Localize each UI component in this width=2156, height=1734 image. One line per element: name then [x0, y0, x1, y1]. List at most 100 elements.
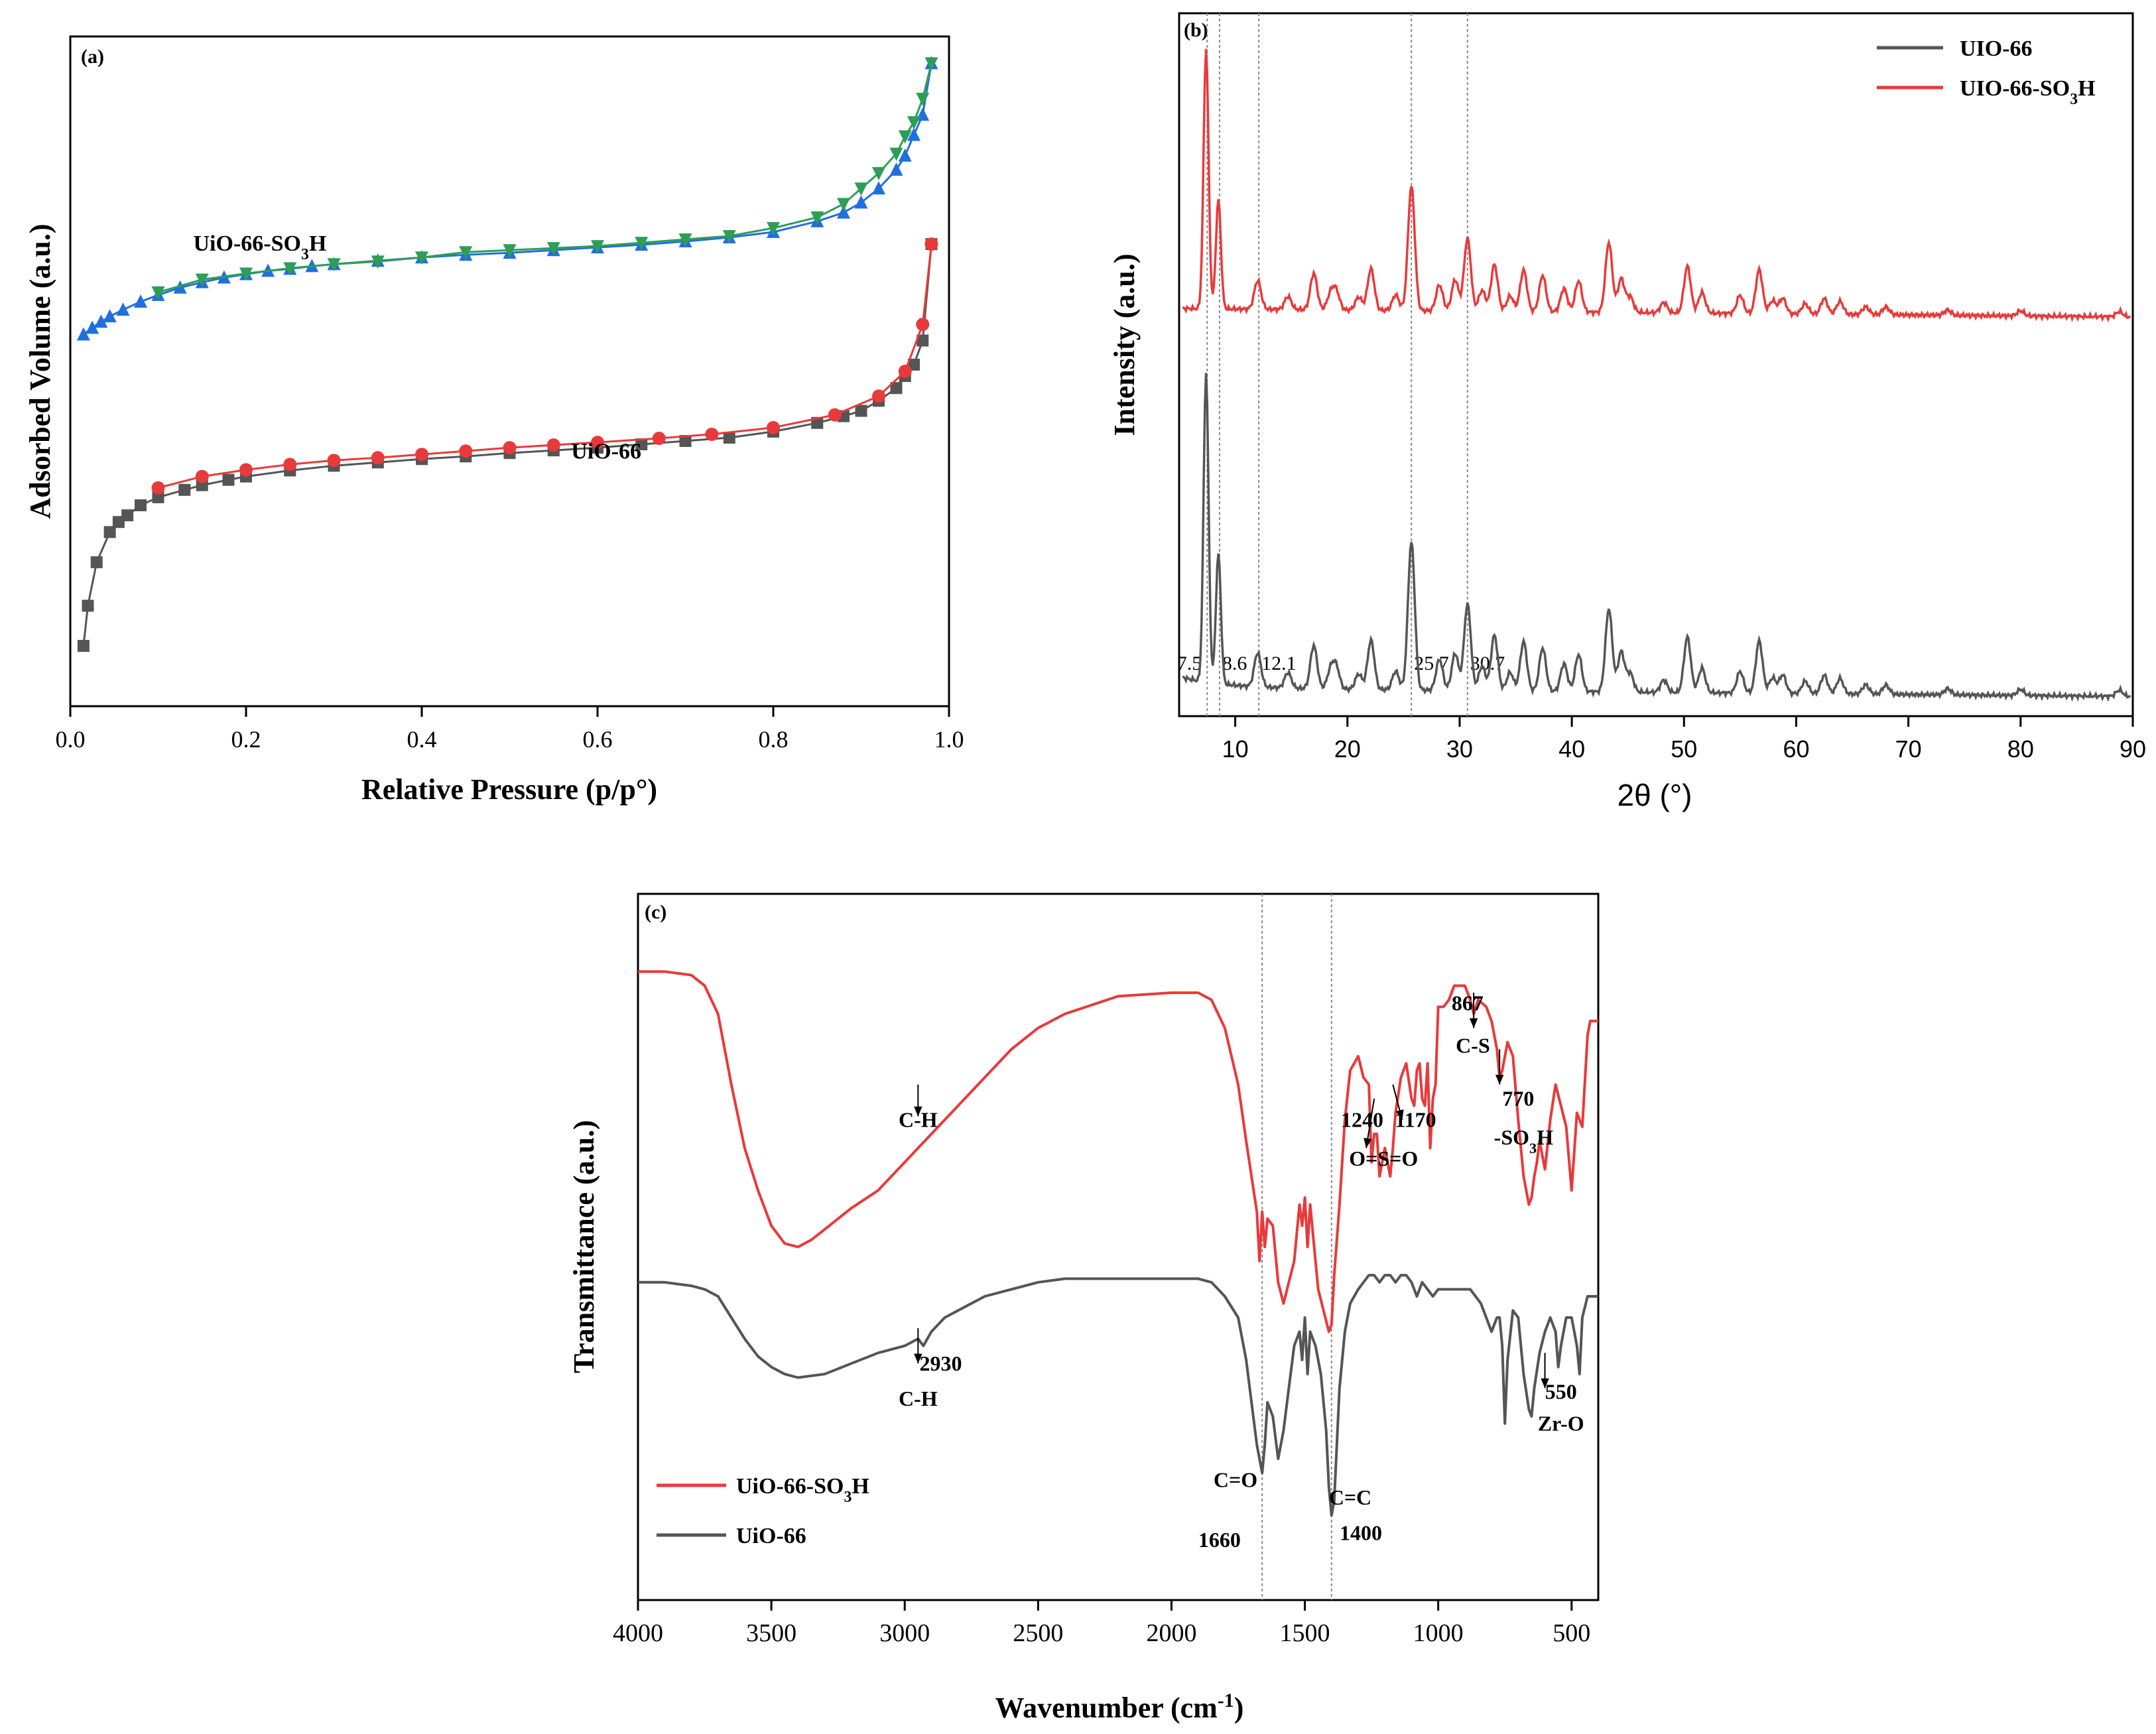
panel-a-data-point [767, 420, 780, 434]
panel-a-annotation-0: UiO-66-SO3H [194, 231, 327, 263]
panel-a-data-point [503, 441, 517, 455]
panel-b-x-tick-label: 10 [1222, 735, 1249, 763]
panel-a-data-point [898, 148, 912, 162]
panel-c: (c) 4000 3500 3000 2500 2000 1500 1000 500 C-H 8… [568, 893, 1600, 1725]
panel-a-data-point [635, 237, 649, 251]
panel-c-annotation-4-tail: H [1537, 1125, 1553, 1149]
panel-c-series [638, 970, 1598, 1517]
panel-a-data-point [705, 427, 719, 441]
panel-c-annotation-14-main: 1660 [1198, 1528, 1241, 1552]
panel-b-label: (b) [1184, 19, 1208, 41]
panel-c-x-ticks: 4000 3500 3000 2500 2000 1500 1000 500 [613, 1600, 1590, 1647]
panel-c-annotation-9: C-H [899, 1387, 938, 1410]
panel-c-annotation-0-main: C-H [899, 1107, 938, 1131]
panel-c-annotation-12: C=O [1214, 1468, 1257, 1492]
panel-a-data-point [924, 57, 938, 71]
panel-c-legend-label-0: UiO-66-SO3H [736, 1474, 869, 1506]
panel-a-annotation-0-main: UiO-66-SO [194, 231, 301, 256]
panel-b-x-tick-label: 60 [1783, 735, 1809, 763]
panel-a-x-tick-label: 0.2 [231, 726, 261, 753]
panel-a-data-point [898, 365, 912, 378]
panel-c-legend-label-1: UiO-66 [736, 1524, 806, 1548]
panel-c-reference-lines [1261, 894, 1332, 1600]
panel-b-x-tick-label: 40 [1558, 735, 1585, 763]
panel-c-annotation-5: 1240 [1341, 1107, 1383, 1131]
panel-a-data-point [327, 454, 341, 467]
panel-c-annotation-4: -SO3H [1494, 1125, 1554, 1156]
panel-c-annotation-8-main: 2930 [920, 1351, 962, 1375]
panel-a-data-point [722, 229, 736, 243]
panel-a-data-point [415, 448, 428, 462]
panel-c-annotation-arrowhead [1395, 1109, 1404, 1120]
panel-c-x-tick-label: 1500 [1280, 1619, 1330, 1647]
panel-a-series-line-2 [82, 63, 932, 336]
panel-a-x-tick-label: 1.0 [934, 726, 964, 753]
panel-a-data-point [459, 246, 473, 260]
panel-b-legend-label-0-main: UIO-66 [1960, 36, 2033, 61]
panel-c-y-axis-label: Transmittance (a.u.) [568, 1120, 600, 1373]
panel-a-x-tick-label: 0.8 [759, 726, 789, 753]
panel-b-x-tick-label: 80 [2007, 735, 2034, 763]
panel-a-data-point [103, 309, 117, 323]
panel-c-annotation-6: 1170 [1395, 1107, 1436, 1131]
panel-a-data-point [679, 435, 692, 448]
panel-b-reference-label: 12.1 [1261, 652, 1297, 674]
panel-a-data-point [872, 181, 885, 195]
panel-b-x-ticks: 10 20 30 40 50 60 70 80 90 [1222, 716, 2146, 763]
panel-a-data-point [810, 211, 824, 225]
panel-a-data-point [152, 491, 164, 503]
panel-c-x-axis-label: Wavenumber (cm-1) [995, 1690, 1244, 1725]
panel-a-data-point [828, 408, 842, 422]
panel-a-y-axis-label: Adsorbed Volume (a.u.) [24, 224, 56, 519]
panel-a-data-point [151, 481, 165, 495]
panel-a-data-point [151, 286, 165, 300]
panel-c-annotation-3: 770 [1502, 1087, 1534, 1111]
panel-a-x-tick-label: 0.4 [407, 726, 437, 753]
panel-c-annotation-11: Zr-O [1538, 1411, 1584, 1435]
panel-a-data-point [591, 240, 604, 254]
panel-b-x-axis-label: 2θ (°) [1617, 778, 1692, 812]
panel-a-data-point [872, 167, 885, 181]
panel-a-x-ticks: 0.0 0.2 0.4 0.6 0.8 1.0 [56, 706, 964, 753]
panel-a-data-point [135, 499, 147, 511]
panel-a-data-point [767, 221, 780, 235]
panel-c-annotation-12-main: C=O [1214, 1468, 1257, 1492]
panel-a-data-point [924, 237, 938, 251]
panel-a-data-point [854, 195, 868, 209]
panel-a-annotation-0-sub: 3 [301, 246, 309, 263]
panel-a-x-axis-label: Relative Pressure (p/p°) [361, 773, 657, 806]
panel-b-legend-label-0: UIO-66 [1960, 36, 2033, 61]
panel-a-data-point [94, 314, 108, 328]
panel-a-data-point [371, 451, 385, 465]
panel-b-series-line-1 [1182, 48, 2131, 323]
panel-a-data-point [134, 294, 147, 308]
panel-b-x-tick-label: 90 [2120, 735, 2146, 763]
panel-b-reference-lines: 7.5 8.6 12.1 25.7 30.7 [1177, 13, 1505, 716]
panel-a: (a) 0.0 0.2 0.4 0.6 0.8 1.0 UiO-66-SO3HUiO-66… [24, 35, 964, 806]
panel-c-annotation-1-main: 867 [1452, 991, 1484, 1015]
panel-c-legend-label-1-main: UiO-66 [736, 1524, 806, 1548]
panel-a-data-point [872, 389, 885, 403]
panel-a-data-point [908, 358, 920, 371]
panel-c-x-axis-label-sup: -1 [1218, 1690, 1234, 1711]
panel-a-data-point [82, 599, 94, 612]
panel-b-reference-label: 7.5 [1177, 652, 1202, 674]
panel-c-annotation-15: 1400 [1340, 1520, 1382, 1544]
panel-c-annotation-7: O=S=O [1349, 1146, 1418, 1170]
panel-a-data-point [76, 327, 90, 341]
panel-a-data-point [591, 436, 604, 450]
panel-c-annotation-14: 1660 [1198, 1528, 1241, 1552]
panel-b-legend-label-1-main: UIO-66-SO [1960, 76, 2070, 101]
panel-a-data-point [121, 509, 134, 522]
panel-c-legend-label-0-sub: 3 [844, 1489, 852, 1506]
panel-c-annotation-8: 2930 [920, 1351, 962, 1375]
panel-c-annotation-2: C-S [1456, 1034, 1490, 1058]
panel-c-annotation-arrowhead [1363, 1137, 1372, 1148]
panel-a-x-tick-label: 0.6 [583, 726, 613, 753]
panel-a-data-point [283, 262, 297, 276]
panel-a-data-point [371, 255, 385, 269]
panel-b-x-tick-label: 30 [1446, 735, 1473, 763]
panel-c-annotation-0: C-H [899, 1107, 938, 1131]
panel-a-data-point [546, 438, 560, 452]
